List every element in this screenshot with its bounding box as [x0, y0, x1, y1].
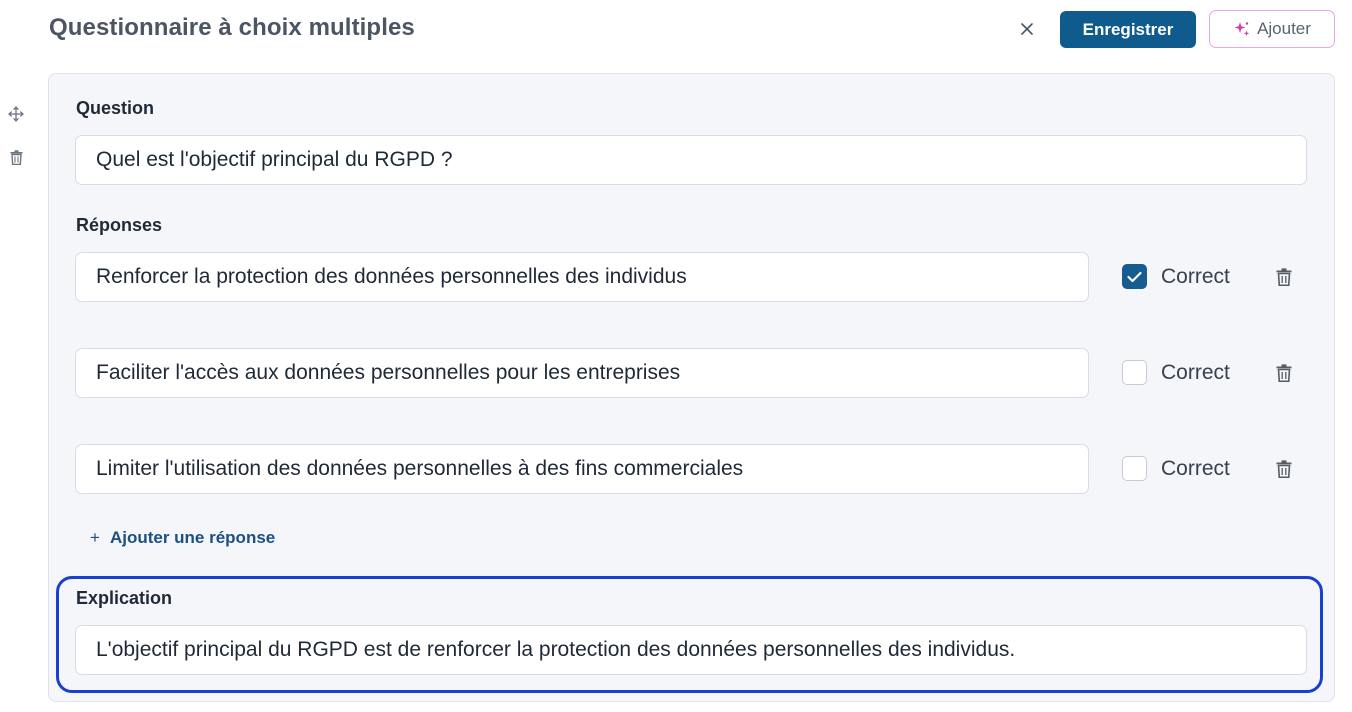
sparkle-icon — [1234, 22, 1250, 37]
delete-answer-1-icon[interactable] — [1274, 266, 1294, 288]
add-answer-link[interactable]: + Ajouter une réponse — [90, 528, 275, 548]
question-input[interactable]: Quel est l'objectif principal du RGPD ? — [75, 135, 1307, 185]
correct-label-3: Correct — [1161, 456, 1230, 480]
add-answer-label: Ajouter une réponse — [109, 528, 276, 547]
explanation-label: Explication — [76, 588, 173, 608]
page-title: Questionnaire à choix multiples — [49, 14, 415, 41]
close-button[interactable] — [1016, 18, 1038, 40]
answer-input-2[interactable]: Faciliter l'accès aux données personnell… — [75, 348, 1089, 398]
answers-label: Réponses — [76, 215, 163, 235]
delete-question-icon[interactable] — [8, 148, 24, 166]
save-button[interactable]: Enregistrer — [1060, 11, 1196, 48]
question-label: Question — [76, 98, 155, 118]
correct-checkbox-1[interactable] — [1122, 264, 1147, 289]
explanation-input[interactable]: L'objectif principal du RGPD est de renf… — [75, 625, 1307, 675]
add-button-label: Ajouter — [1257, 19, 1311, 38]
close-icon — [1021, 23, 1033, 35]
delete-answer-2-icon[interactable] — [1274, 362, 1294, 384]
answer-input-3[interactable]: Limiter l'utilisation des données person… — [75, 444, 1089, 494]
add-button[interactable]: Ajouter — [1209, 10, 1335, 48]
check-icon — [1127, 271, 1142, 282]
correct-label-1: Correct — [1161, 264, 1230, 288]
answer-input-1[interactable]: Renforcer la protection des données pers… — [75, 252, 1089, 302]
answer-correct-2[interactable]: Correct — [1122, 360, 1230, 385]
answer-correct-3[interactable]: Correct — [1122, 456, 1230, 481]
plus-icon: + — [90, 528, 100, 547]
correct-checkbox-2[interactable] — [1122, 360, 1147, 385]
correct-label-2: Correct — [1161, 360, 1230, 384]
answer-correct-1[interactable]: Correct — [1122, 264, 1230, 289]
move-icon[interactable] — [7, 105, 25, 123]
focus-highlight — [56, 576, 1323, 693]
correct-checkbox-3[interactable] — [1122, 456, 1147, 481]
delete-answer-3-icon[interactable] — [1274, 458, 1294, 480]
